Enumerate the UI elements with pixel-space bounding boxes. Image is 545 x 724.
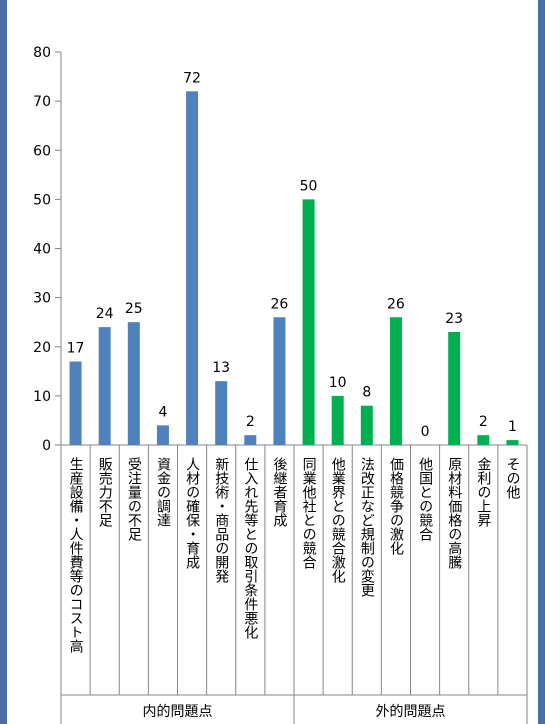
bar (215, 381, 228, 445)
bar (360, 405, 373, 445)
bar (331, 395, 344, 445)
category-label: 価格競争の激化 (387, 457, 404, 555)
bar (448, 332, 461, 445)
bar (389, 317, 402, 445)
bar (273, 317, 286, 445)
y-tick-label: 60 (33, 143, 51, 159)
category-label: 原材料価格の高騰 (446, 457, 463, 569)
y-tick-label: 50 (33, 192, 51, 208)
data-label: 2 (246, 414, 255, 430)
data-label: 10 (329, 375, 347, 391)
category-label: 販売力不足 (96, 457, 113, 527)
category-label: 人材の確保・育成 (184, 457, 201, 569)
data-label: 23 (445, 311, 463, 327)
category-label: 受注量の不足 (125, 457, 142, 541)
y-tick-label: 70 (33, 94, 51, 110)
y-tick-label: 0 (42, 438, 51, 454)
bar (244, 435, 257, 445)
bar (156, 425, 169, 445)
category-label: 仕入れ先等との取引条件悪化 (242, 457, 259, 639)
category-label: 新技術・商品の開発 (213, 457, 230, 583)
data-label: 13 (212, 360, 230, 376)
bar (302, 199, 315, 445)
y-tick-label: 10 (33, 389, 51, 405)
data-label: 26 (271, 296, 289, 312)
y-tick-label: 20 (33, 340, 51, 356)
category-label: その他 (504, 457, 521, 499)
data-label: 17 (67, 340, 85, 356)
data-label: 4 (158, 404, 167, 420)
bar (506, 440, 519, 445)
category-label: 同業他社との競合 (300, 457, 317, 569)
bar (69, 361, 82, 445)
group-label: 外的問題点 (375, 704, 446, 720)
category-label: 法改正など規制の変更 (358, 457, 375, 597)
bar (127, 322, 140, 445)
data-label: 0 (421, 424, 430, 440)
data-label: 72 (183, 70, 201, 86)
y-tick-label: 40 (33, 242, 51, 258)
data-label: 1 (508, 419, 517, 435)
y-tick-label: 30 (33, 291, 51, 307)
group-label: 内的問題点 (142, 704, 213, 720)
bar (98, 327, 111, 445)
category-label: 他業界との競合激化 (329, 457, 346, 583)
data-label: 26 (387, 296, 405, 312)
bar (477, 435, 490, 445)
data-label: 2 (479, 414, 488, 430)
bar (186, 91, 199, 446)
y-tick-label: 80 (33, 45, 51, 61)
category-label: 他国との競合 (417, 457, 434, 541)
category-label: 生産設備・人件費等のコスト高 (67, 457, 84, 653)
category-label: 資金の調達 (154, 457, 171, 527)
category-label: 後継者育成 (271, 457, 288, 527)
category-label: 金利の上昇 (475, 457, 492, 527)
data-label: 24 (96, 306, 114, 322)
data-label: 25 (125, 301, 143, 317)
data-label: 50 (300, 178, 318, 194)
data-label: 8 (362, 385, 371, 401)
